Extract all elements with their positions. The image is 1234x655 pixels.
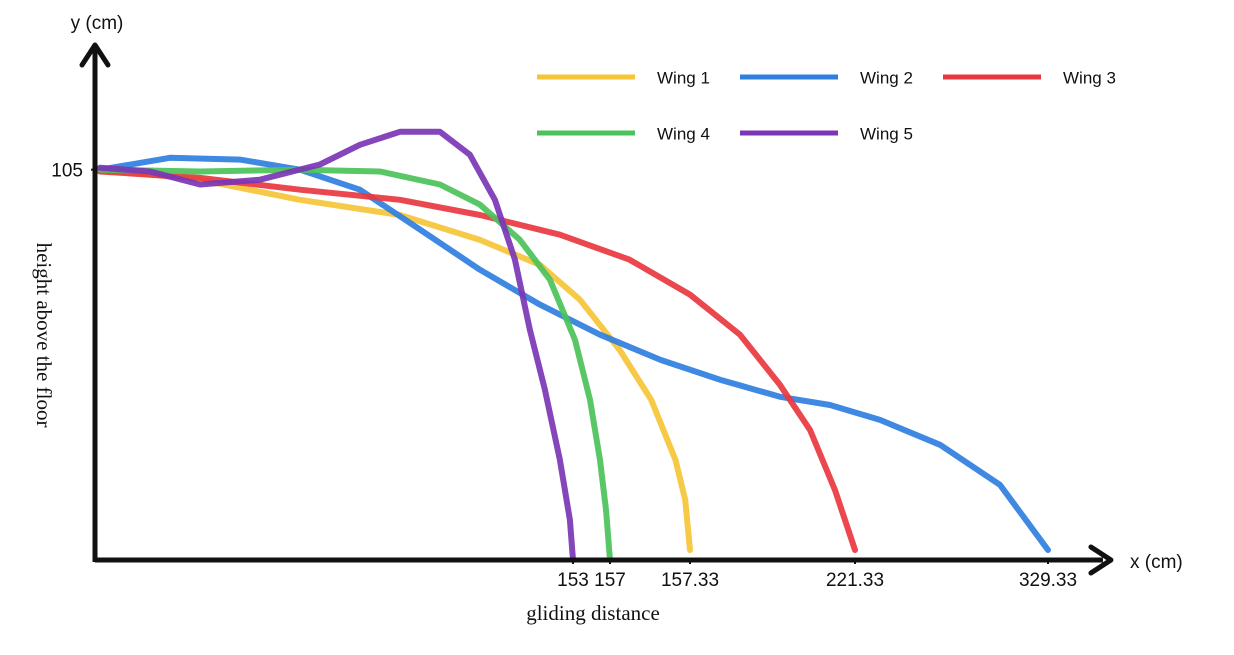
legend-label: Wing 2 <box>860 68 913 87</box>
y-axis-label: y (cm) <box>71 13 124 34</box>
series-line <box>97 166 693 553</box>
legend-label: Wing 3 <box>1063 68 1116 87</box>
curves <box>97 128 1051 563</box>
legend-label: Wing 5 <box>860 124 913 143</box>
x-axis-title: gliding distance <box>526 601 660 625</box>
legend-label: Wing 1 <box>657 68 710 87</box>
series-line <box>97 168 858 553</box>
series-line <box>97 154 1051 553</box>
x-tick-label: 157.33 <box>661 570 719 591</box>
x-axis-arrow <box>1088 544 1114 576</box>
y-axis-arrow <box>79 42 111 68</box>
x-tick-label: 153 <box>557 570 589 591</box>
axes: 105 153 157 157.33 221.33 329.33 Wing 1 Wing 2 W… <box>51 42 1116 591</box>
series-line <box>97 128 576 563</box>
x-tick-label: 221.33 <box>826 570 884 591</box>
y-tick-label: 105 <box>51 161 83 182</box>
x-tick-label: 329.33 <box>1019 570 1077 591</box>
x-tick-label: 157 <box>594 570 626 591</box>
x-axis-label: x (cm) <box>1130 552 1183 573</box>
legend-label: Wing 4 <box>657 124 710 143</box>
y-axis-title: height above the floor <box>32 243 56 428</box>
